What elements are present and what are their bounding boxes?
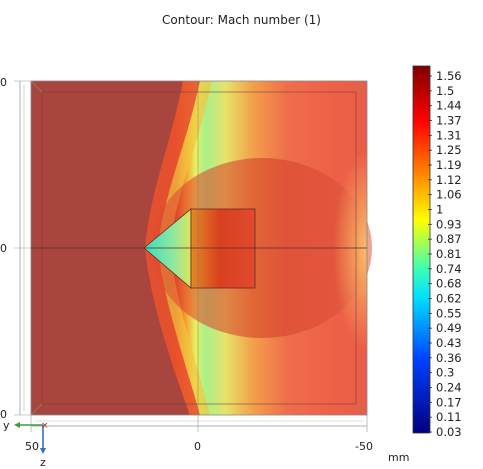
- colorbar-tick-label: 1.06: [436, 188, 462, 202]
- svg-text:×: ×: [41, 421, 49, 431]
- colorbar-tick-label: 1.31: [436, 128, 462, 142]
- colorbar-tick-label: 0.24: [436, 381, 462, 395]
- x-tick-minus50: -50: [355, 440, 373, 453]
- y-axis-label: y: [3, 419, 10, 432]
- body-cylinder: [190, 208, 256, 289]
- colorbar-tick-label: 1.25: [436, 143, 462, 157]
- colorbar-tick-label: 0.68: [436, 277, 462, 291]
- left-tick-bottom: 0: [0, 408, 7, 421]
- colorbar-tick-label: 1.44: [436, 99, 462, 113]
- colorbar-tick-label: 0.11: [436, 410, 462, 424]
- colorbar-tick-label: 1.5: [436, 84, 454, 98]
- colorbar-tick-label: 0.17: [436, 395, 462, 409]
- colorbar-tick-label: 1.12: [436, 173, 462, 187]
- unit-label: mm: [388, 451, 409, 464]
- colorbar-tick-label: 0.43: [436, 336, 462, 350]
- colorbar-tick-label: 0.3: [436, 366, 454, 380]
- left-tick-top: 0: [0, 76, 7, 89]
- colorbar-tick-label: 0.62: [436, 292, 462, 306]
- colorbar: [412, 65, 431, 434]
- colorbar-tick-label: 0.36: [436, 351, 462, 365]
- z-axis-label: z: [40, 456, 46, 469]
- right-glow: [300, 150, 367, 350]
- axis-triad: × y z: [3, 419, 49, 469]
- left-tick-mid: 0: [0, 242, 7, 255]
- colorbar-tick-label: 0.87: [436, 232, 462, 246]
- colorbar-tick-label: 1.37: [436, 114, 462, 128]
- colorbar-tick-label: 0.81: [436, 247, 462, 261]
- x-tick-50: 50: [25, 440, 39, 453]
- colorbar-tick-label: 1: [436, 203, 443, 217]
- colorbar-tick-label: 0.93: [436, 217, 462, 231]
- colorbar-tick-label: 0.55: [436, 306, 462, 320]
- colorbar-tick-label: 0.49: [436, 321, 462, 335]
- colorbar-tick-label: 0.03: [436, 425, 462, 439]
- colorbar-ticks: 1.561.51.441.371.311.251.191.121.0610.93…: [428, 69, 462, 439]
- colorbar-tick-label: 0.74: [436, 262, 462, 276]
- colorbar-tick-label: 1.56: [436, 69, 462, 83]
- chart-title: Contour: Mach number (1): [162, 13, 321, 27]
- x-tick-0: 0: [194, 440, 201, 453]
- colorbar-tick-label: 1.19: [436, 158, 462, 172]
